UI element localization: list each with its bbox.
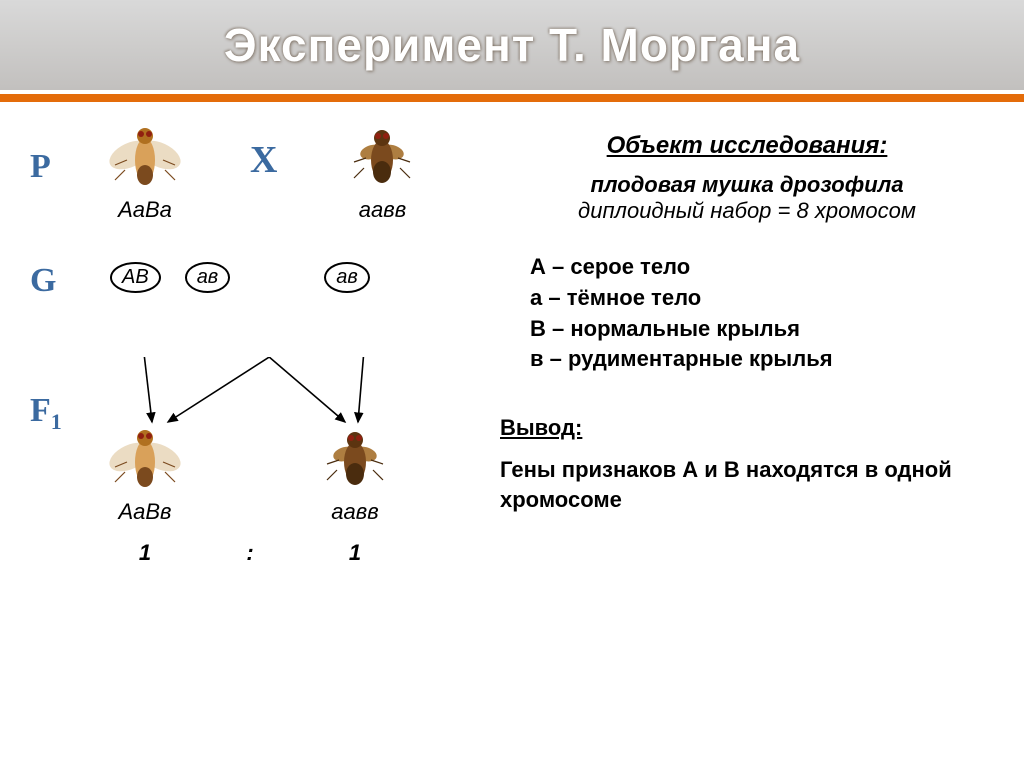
fly-icon: [105, 422, 185, 492]
label-P: P: [30, 148, 51, 186]
label-G: G: [30, 262, 56, 300]
gamete-1: АВ: [110, 262, 161, 293]
gamete-row: АВ ав ав: [110, 262, 370, 293]
parent-left-genotype: АаВа: [90, 197, 200, 223]
parent-row: АаВа X аавв: [90, 120, 437, 223]
gamete-3: ав: [324, 262, 370, 293]
offspring-left: АаВв: [90, 422, 200, 525]
gamete-2: ав: [185, 262, 231, 293]
page-title: Эксперимент Т. Моргана: [224, 18, 800, 72]
ratio-sep: :: [200, 540, 300, 566]
fly-icon: [342, 120, 422, 190]
offspring-left-genotype: АаВв: [90, 499, 200, 525]
label-F1: F1: [30, 392, 62, 435]
label-F1-sub: 1: [51, 409, 62, 434]
key-a: а – тёмное тело: [530, 283, 994, 314]
label-F1-letter: F: [30, 392, 51, 429]
conclusion-text: Гены признаков А и В находятся в одной х…: [500, 455, 994, 514]
ratio-right: 1: [300, 540, 410, 566]
parent-left: АаВа: [90, 120, 200, 223]
conclusion-title: Вывод:: [500, 415, 994, 441]
ratio-row: 1 : 1: [90, 540, 410, 566]
offspring-right-genotype: аавв: [300, 499, 410, 525]
key-B: В – нормальные крылья: [530, 314, 994, 345]
allele-key: А – серое тело а – тёмное тело В – норма…: [530, 252, 994, 375]
diagram-column: P АаВа X: [30, 122, 470, 515]
accent-bar: [0, 94, 1024, 102]
fly-icon: [105, 120, 185, 190]
subject-title: Объект исследования:: [500, 132, 994, 160]
key-A: А – серое тело: [530, 252, 994, 283]
offspring-row: АаВв аавв: [90, 422, 410, 525]
offspring-right: аавв: [300, 422, 410, 525]
subject-line1: плодовая мушка дрозофила: [500, 172, 994, 198]
header-stripe: Эксперимент Т. Моргана: [0, 0, 1024, 90]
cross-symbol: X: [250, 138, 277, 182]
parent-right: аавв: [327, 120, 437, 223]
key-b: в – рудиментарные крылья: [530, 344, 994, 375]
subject-line2: диплоидный набор = 8 хромосом: [500, 198, 994, 224]
fly-icon: [315, 422, 395, 492]
parent-right-genotype: аавв: [327, 197, 437, 223]
content: P АаВа X: [0, 102, 1024, 535]
text-column: Объект исследования: плодовая мушка дроз…: [470, 122, 994, 515]
ratio-left: 1: [90, 540, 200, 566]
